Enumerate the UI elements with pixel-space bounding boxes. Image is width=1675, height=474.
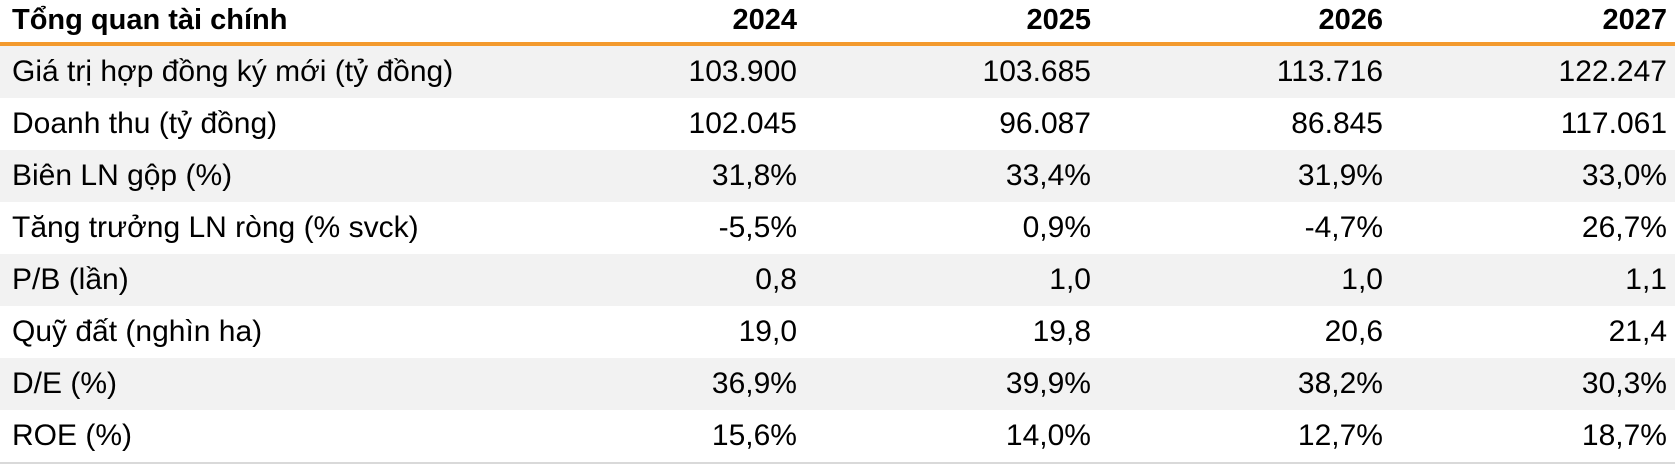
row-label: Doanh thu (tỷ đồng) bbox=[12, 107, 278, 140]
table-cell: -5,5% bbox=[718, 211, 797, 244]
row-label: Tăng trưởng LN ròng (% svck) bbox=[12, 211, 419, 244]
table-row: Tăng trưởng LN ròng (% svck) -5,5% 0,9% … bbox=[0, 202, 1675, 254]
table-row: P/B (lần) 0,8 1,0 1,0 1,1 bbox=[0, 254, 1675, 306]
table-cell: 31,8% bbox=[711, 159, 797, 192]
table-cell: 1,1 bbox=[1625, 263, 1667, 296]
table-cell: 33,4% bbox=[1005, 159, 1091, 192]
row-label: P/B (lần) bbox=[12, 263, 129, 296]
table-cell: 122.247 bbox=[1558, 55, 1667, 88]
row-label: Biên LN gộp (%) bbox=[12, 159, 233, 192]
table-cell: 1,0 bbox=[1341, 263, 1383, 296]
table-cell: 113.716 bbox=[1276, 55, 1383, 88]
row-label: ROE (%) bbox=[12, 419, 132, 452]
table-cell: 26,7% bbox=[1581, 211, 1667, 244]
table-cell: -4,7% bbox=[1304, 211, 1383, 244]
table-row: ROE (%) 15,6% 14,0% 12,7% 18,7% bbox=[0, 410, 1675, 462]
year-header-2027: 2027 bbox=[1602, 4, 1667, 36]
table-cell: 86.845 bbox=[1291, 107, 1383, 140]
table-cell: 18,7% bbox=[1581, 419, 1667, 452]
table-row: Giá trị hợp đồng ký mới (tỷ đồng) 103.90… bbox=[0, 46, 1675, 98]
table-cell: 19,8 bbox=[1032, 315, 1091, 348]
table-cell: 21,4 bbox=[1608, 315, 1667, 348]
table-cell: 14,0% bbox=[1005, 419, 1091, 452]
table-cell: 102.045 bbox=[688, 107, 797, 140]
table-cell: 103.685 bbox=[982, 55, 1091, 88]
table-cell: 117.061 bbox=[1560, 107, 1667, 140]
table-row: Quỹ đất (nghìn ha) 19,0 19,8 20,6 21,4 bbox=[0, 306, 1675, 358]
table-bottom-divider bbox=[0, 462, 1675, 464]
table-cell: 12,7% bbox=[1297, 419, 1383, 452]
year-header-2024: 2024 bbox=[732, 4, 797, 36]
table-cell: 103.900 bbox=[688, 55, 797, 88]
table-row: D/E (%) 36,9% 39,9% 38,2% 30,3% bbox=[0, 358, 1675, 410]
table-cell: 31,9% bbox=[1297, 159, 1383, 192]
row-label: D/E (%) bbox=[12, 367, 117, 400]
table-cell: 39,9% bbox=[1005, 367, 1091, 400]
row-label: Quỹ đất (nghìn ha) bbox=[12, 315, 263, 348]
year-header-2025: 2025 bbox=[1026, 4, 1091, 36]
table-row: Doanh thu (tỷ đồng) 102.045 96.087 86.84… bbox=[0, 98, 1675, 150]
table-cell: 15,6% bbox=[711, 419, 797, 452]
table-row: Biên LN gộp (%) 31,8% 33,4% 31,9% 33,0% bbox=[0, 150, 1675, 202]
table-header: Tổng quan tài chính 2024 2025 2026 2027 bbox=[0, 0, 1675, 46]
table-cell: 20,6 bbox=[1324, 315, 1383, 348]
table-title: Tổng quan tài chính bbox=[12, 4, 288, 36]
table-cell: 1,0 bbox=[1049, 263, 1091, 296]
table-cell: 0,8 bbox=[755, 263, 797, 296]
table-cell: 0,9% bbox=[1022, 211, 1091, 244]
table-cell: 33,0% bbox=[1581, 159, 1667, 192]
row-label: Giá trị hợp đồng ký mới (tỷ đồng) bbox=[12, 55, 454, 88]
year-header-2026: 2026 bbox=[1318, 4, 1383, 36]
table-cell: 38,2% bbox=[1297, 367, 1383, 400]
table-cell: 96.087 bbox=[999, 107, 1091, 140]
table-cell: 30,3% bbox=[1581, 367, 1667, 400]
table-cell: 19,0 bbox=[738, 315, 797, 348]
table-cell: 36,9% bbox=[711, 367, 797, 400]
financial-overview-table: Tổng quan tài chính 2024 2025 2026 2027 … bbox=[0, 0, 1675, 464]
